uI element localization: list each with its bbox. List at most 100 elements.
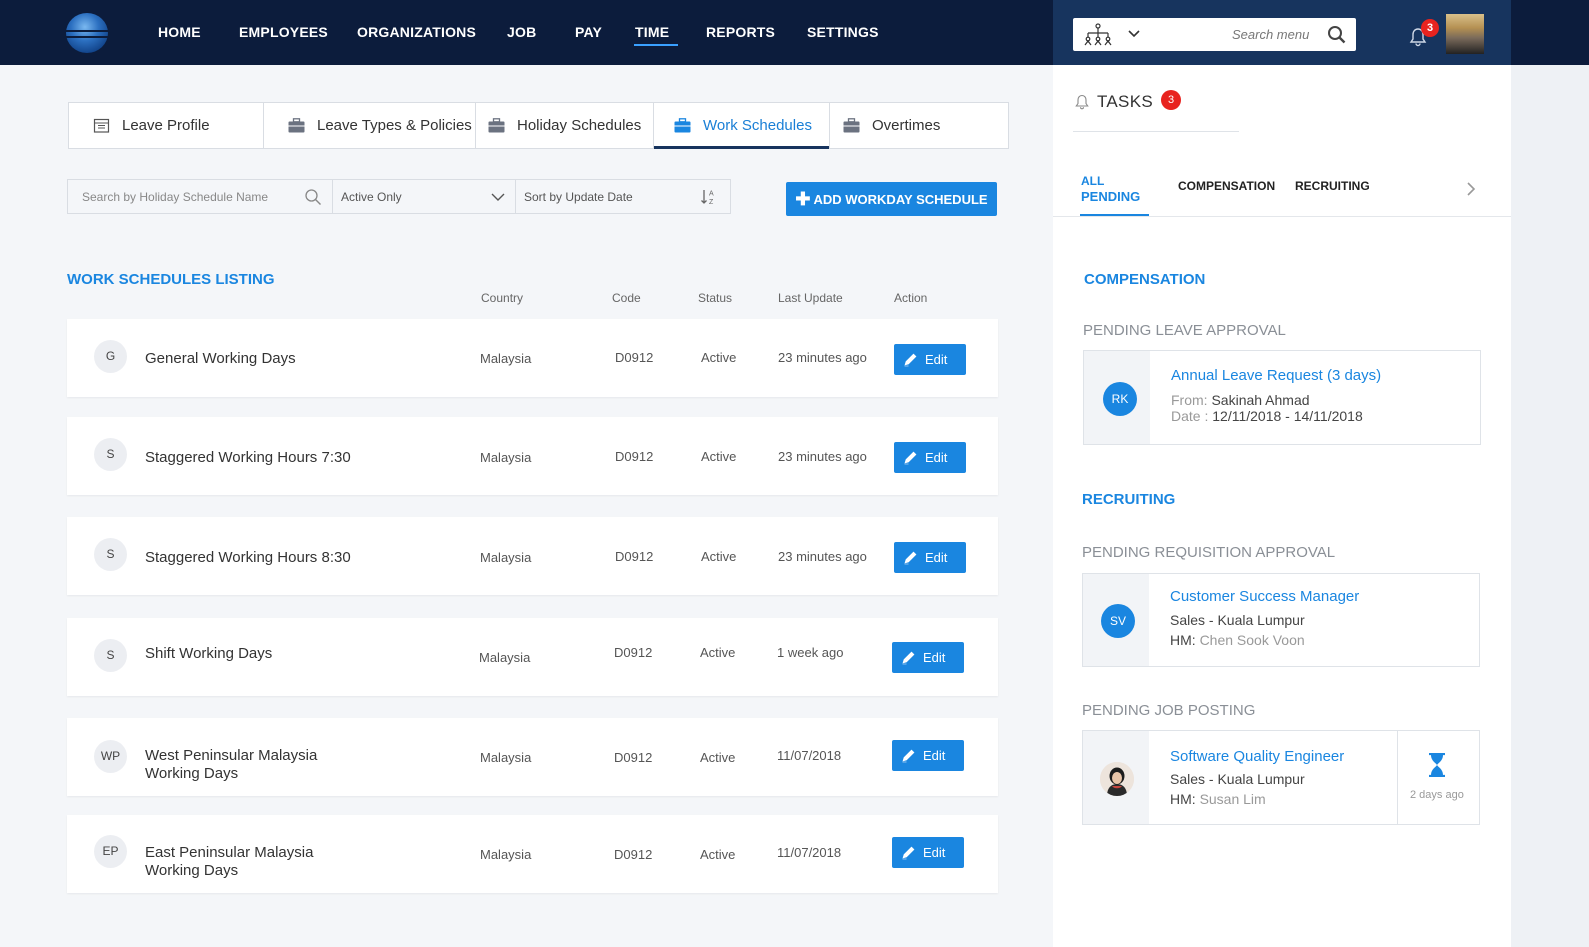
tab-work-schedules[interactable]: Work Schedules <box>654 103 830 149</box>
edit-button[interactable]: Edit <box>892 837 964 868</box>
chevron-right-icon[interactable] <box>1465 181 1477 197</box>
user-avatar[interactable] <box>1446 14 1484 54</box>
tab-active-indicator <box>1080 214 1149 217</box>
table-row: S Staggered Working Hours 8:30 Malaysia … <box>67 517 998 595</box>
tab-label: Leave Types & Policies <box>317 117 472 134</box>
schedule-name-line1: West Peninsular Malaysia <box>145 747 318 764</box>
tab-leave-profile[interactable]: Leave Profile <box>69 103 264 148</box>
row-last-update: 23 minutes ago <box>778 449 867 464</box>
edit-button[interactable]: Edit <box>892 740 964 771</box>
tab-leave-types-policies[interactable]: Leave Types & Policies <box>264 103 476 148</box>
status-filter-select[interactable]: Active Only <box>333 180 516 213</box>
bell-icon <box>1075 94 1089 110</box>
chevron-down-icon[interactable] <box>1127 27 1141 41</box>
requisition-title[interactable]: Customer Success Manager <box>1170 588 1360 605</box>
schedule-search-field[interactable]: Search by Holiday Schedule Name <box>68 180 333 213</box>
date-label: Date : <box>1171 408 1209 424</box>
row-country: Malaysia <box>480 847 532 862</box>
column-header-code: Code <box>612 291 641 305</box>
sort-az-icon[interactable]: AZ <box>700 188 718 206</box>
edit-button[interactable]: Edit <box>894 442 966 473</box>
person-photo-icon <box>1100 762 1134 796</box>
row-code: D0912 <box>614 750 653 765</box>
row-code: D0912 <box>614 645 653 660</box>
recruiting-section-title: RECRUITING <box>1082 491 1176 508</box>
edit-label: Edit <box>925 550 948 565</box>
tab-all-pending[interactable]: ALL PENDING <box>1081 174 1140 204</box>
job-posting-title[interactable]: Software Quality Engineer <box>1170 748 1345 765</box>
leave-request-card[interactable]: RK Annual Leave Request (3 days) From: S… <box>1083 350 1481 445</box>
requisition-dept: Sales - Kuala Lumpur <box>1170 612 1305 628</box>
svg-text:A: A <box>709 191 714 198</box>
edit-button[interactable]: Edit <box>894 344 966 375</box>
tab-overtimes[interactable]: Overtimes <box>830 103 1008 148</box>
nav-time[interactable]: TIME <box>635 24 670 40</box>
row-code: D0912 <box>615 449 654 464</box>
edit-button[interactable]: Edit <box>894 542 966 573</box>
leave-request-title[interactable]: Annual Leave Request (3 days) <box>1171 367 1382 384</box>
job-posting-hm: HM: Susan Lim <box>1170 791 1266 807</box>
table-row: WP West Peninsular Malaysia Working Days… <box>67 718 998 796</box>
table-row: EP East Peninsular Malaysia Working Days… <box>67 815 998 893</box>
search-icon[interactable] <box>1327 25 1347 45</box>
add-workday-schedule-button[interactable]: ✚ ADD WORKDAY SCHEDULE <box>786 182 997 216</box>
row-country: Malaysia <box>480 450 532 465</box>
row-last-update: 11/07/2018 <box>777 845 842 860</box>
svg-text:Z: Z <box>709 199 714 206</box>
chevron-down-icon[interactable] <box>489 188 507 206</box>
schedule-search-input[interactable]: Search by Holiday Schedule Name <box>82 190 269 204</box>
row-status: Active <box>701 449 737 464</box>
edit-button[interactable]: Edit <box>892 642 964 673</box>
nav-organizations[interactable]: ORGANIZATIONS <box>357 24 477 40</box>
notification-count-badge: 3 <box>1421 19 1439 37</box>
menu-search-box[interactable]: Search menu <box>1073 18 1356 51</box>
tab-holiday-schedules[interactable]: Holiday Schedules <box>476 103 654 148</box>
table-row: G General Working Days Malaysia D0912 Ac… <box>67 319 998 397</box>
nav-home[interactable]: HOME <box>158 24 201 40</box>
row-initial-badge: WP <box>94 740 127 773</box>
edit-label: Edit <box>923 748 946 763</box>
requisition-card[interactable]: SV Customer Success Manager Sales - Kual… <box>1082 573 1480 667</box>
tab-label: Overtimes <box>872 117 941 134</box>
from-label: From: <box>1171 392 1208 408</box>
row-last-update: 23 minutes ago <box>778 549 867 564</box>
row-status: Active <box>700 645 736 660</box>
job-posting-card[interactable]: Software Quality Engineer Sales - Kuala … <box>1082 730 1480 825</box>
nav-employees[interactable]: EMPLOYEES <box>239 24 328 40</box>
briefcase-icon <box>843 118 860 133</box>
row-country: Malaysia <box>480 550 532 565</box>
row-code: D0912 <box>615 350 654 365</box>
table-row: S Shift Working Days Malaysia D0912 Acti… <box>67 618 998 696</box>
company-logo[interactable] <box>66 13 108 53</box>
row-initial-badge: G <box>94 340 127 373</box>
posting-age-column: 2 days ago <box>1397 731 1479 824</box>
pencil-icon <box>902 651 915 665</box>
compensation-section-title: COMPENSATION <box>1084 271 1206 288</box>
nav-pay[interactable]: PAY <box>575 24 603 40</box>
leave-request-date: Date : 12/11/2018 - 14/11/2018 <box>1171 408 1363 424</box>
schedule-name: Staggered Working Hours 8:30 <box>145 549 351 566</box>
tab-compensation[interactable]: COMPENSATION <box>1178 179 1276 193</box>
nav-settings[interactable]: SETTINGS <box>807 24 879 40</box>
edit-label: Edit <box>925 450 948 465</box>
row-last-update: 11/07/2018 <box>777 748 842 763</box>
row-initial-badge: S <box>94 538 127 571</box>
nav-job[interactable]: JOB <box>507 24 537 40</box>
menu-search-input[interactable]: Search menu <box>1232 27 1310 42</box>
search-icon[interactable] <box>304 188 322 206</box>
row-status: Active <box>701 350 737 365</box>
hm-value: Chen Sook Voon <box>1199 632 1305 648</box>
top-nav-edge <box>1511 0 1589 65</box>
schedule-name-line2: Working Days <box>145 862 239 879</box>
pencil-icon <box>902 749 915 763</box>
tab-label: Holiday Schedules <box>517 117 642 134</box>
schedule-name: General Working Days <box>145 350 296 367</box>
org-chart-icon[interactable] <box>1083 23 1113 47</box>
panel-edge <box>1511 65 1589 947</box>
nav-reports[interactable]: REPORTS <box>706 24 776 40</box>
row-status: Active <box>700 847 736 862</box>
pencil-icon <box>902 846 915 860</box>
tasks-title: TASKS <box>1097 92 1153 111</box>
tab-recruiting[interactable]: RECRUITING <box>1295 179 1370 193</box>
